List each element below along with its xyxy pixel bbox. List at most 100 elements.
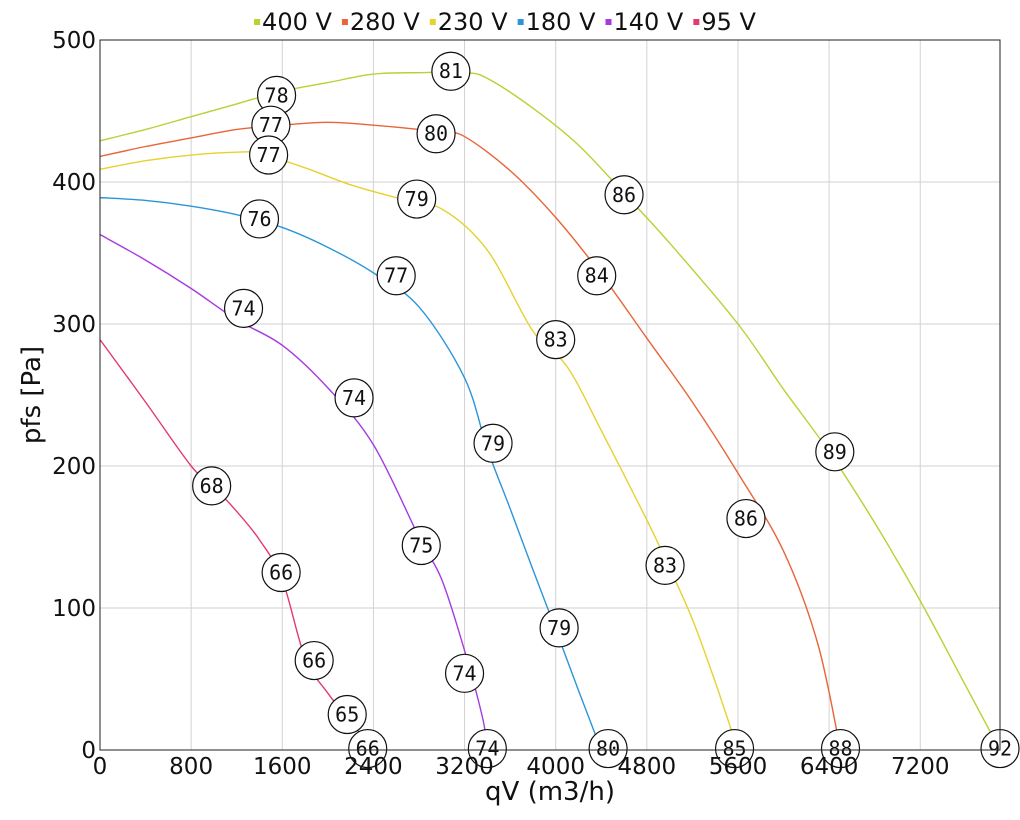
x-tick-labels: 0 800 1600 2400 3200 4000 4800 5600 6400 7200 xyxy=(93,754,950,780)
curve-marker: 77 xyxy=(249,135,289,175)
legend-item: 95 V xyxy=(693,8,757,36)
legend-label: 400 V xyxy=(262,8,332,36)
marker-circle xyxy=(397,179,437,219)
marker-label: 83 xyxy=(653,553,677,577)
marker-circle xyxy=(261,552,301,593)
marker-label: 79 xyxy=(481,431,505,455)
x-axis-title: qV (m3/h) xyxy=(485,777,615,807)
curve-marker: 79 xyxy=(539,608,579,648)
marker-circle xyxy=(444,653,485,693)
legend-label: 95 V xyxy=(701,8,756,36)
x-tick-label: 5600 xyxy=(709,754,768,780)
y-tick-label: 400 xyxy=(52,170,96,196)
legend: 400 V 280 V 230 V 180 V 140 V 95 V xyxy=(254,8,757,36)
legend-item: 400 V xyxy=(254,8,332,36)
y-tick-label: 0 xyxy=(81,738,96,764)
marker-label: 77 xyxy=(384,264,408,288)
marker-circle xyxy=(376,256,416,296)
marker-label: 84 xyxy=(585,264,609,288)
y-tick-label: 300 xyxy=(52,312,96,338)
marker-circle xyxy=(577,256,617,296)
marker-circle xyxy=(588,728,628,769)
curve-marker: 86 xyxy=(726,498,766,539)
marker-label: 75 xyxy=(409,534,433,558)
curve-marker: 74 xyxy=(223,288,264,328)
curve-marker: 81 xyxy=(431,51,471,91)
curve-marker: 80 xyxy=(416,114,456,154)
legend-swatch xyxy=(341,19,348,25)
marker-label: 76 xyxy=(247,207,271,231)
x-tick-label: 6400 xyxy=(800,754,859,780)
marker-label: 89 xyxy=(823,440,847,464)
legend-item: 140 V xyxy=(605,8,684,36)
marker-label: 74 xyxy=(342,386,366,410)
curve-marker: 76 xyxy=(239,199,280,239)
marker-circle xyxy=(334,378,374,418)
legend-label: 180 V xyxy=(526,8,596,36)
marker-label: 65 xyxy=(335,703,359,727)
series-line-4 xyxy=(99,233,489,751)
marker-label: 66 xyxy=(356,737,380,761)
marker-circle xyxy=(192,466,232,506)
marker-label: 85 xyxy=(723,737,747,761)
x-tick-label: 7200 xyxy=(891,754,950,780)
curve-marker: 85 xyxy=(714,728,755,769)
marker-label: 77 xyxy=(259,113,283,137)
legend-item: 230 V xyxy=(429,8,508,36)
marker-circle xyxy=(536,320,576,360)
x-tick-label: 4000 xyxy=(526,754,585,780)
y-tick-label: 500 xyxy=(52,28,96,54)
curve-marker: 83 xyxy=(645,545,685,586)
marker-circle xyxy=(714,728,755,769)
marker-label: 86 xyxy=(734,507,758,531)
curve-marker: 84 xyxy=(577,256,617,296)
marker-circle xyxy=(348,728,388,769)
curve-marker: 74 xyxy=(467,728,507,769)
x-tick-label: 800 xyxy=(169,754,213,780)
legend-label: 280 V xyxy=(350,8,420,36)
legend-swatch xyxy=(429,19,436,25)
curve-marker: 77 xyxy=(376,256,416,296)
legend-item: 280 V xyxy=(341,8,420,36)
marker-circle xyxy=(820,728,861,769)
marker-label: 74 xyxy=(231,296,255,320)
marker-label: 81 xyxy=(439,59,463,83)
marker-label: 74 xyxy=(453,661,477,685)
marker-label: 66 xyxy=(302,649,326,673)
marker-label: 80 xyxy=(424,122,448,146)
x-tick-label: 1600 xyxy=(253,754,312,780)
curve-marker: 65 xyxy=(327,694,367,735)
marker-label: 88 xyxy=(828,737,852,761)
marker-label: 77 xyxy=(257,143,281,167)
marker-circle xyxy=(294,640,334,681)
marker-circle xyxy=(815,432,855,472)
marker-label: 79 xyxy=(405,187,429,211)
marker-label: 78 xyxy=(265,83,289,107)
legend-swatch xyxy=(693,19,700,25)
y-tick-label: 100 xyxy=(52,596,96,622)
curve-marker: 74 xyxy=(334,378,374,418)
marker-circle xyxy=(401,525,441,566)
curve-marker: 66 xyxy=(348,728,388,769)
curve-marker: 86 xyxy=(604,175,644,215)
marker-circle xyxy=(467,728,507,769)
curve-marker: 78 xyxy=(256,75,297,115)
curve-marker: 68 xyxy=(192,466,232,506)
marker-label: 68 xyxy=(200,474,224,498)
curve-marker: 66 xyxy=(261,552,301,593)
marker-label: 66 xyxy=(269,561,293,585)
marker-label: 86 xyxy=(612,183,636,207)
marker-circle xyxy=(645,545,685,586)
x-tick-label: 2400 xyxy=(344,754,403,780)
legend-label: 140 V xyxy=(613,8,683,36)
x-tick-label: 4800 xyxy=(618,754,677,780)
marker-label: 83 xyxy=(544,328,568,352)
series-line-2 xyxy=(99,151,739,751)
marker-circle xyxy=(473,423,513,463)
marker-circle xyxy=(223,288,264,328)
marker-circle xyxy=(539,608,579,648)
curve-marker: 83 xyxy=(536,320,576,360)
